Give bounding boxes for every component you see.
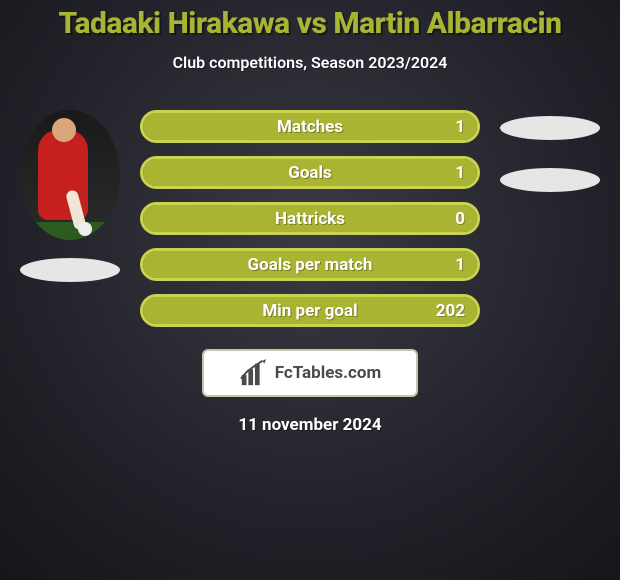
fctables-logo-text: FcTables.com: [275, 363, 381, 383]
stat-label: Min per goal: [262, 301, 357, 321]
player-right-name-placeholder: [500, 168, 600, 192]
stat-bar: Goals per match 1: [140, 248, 480, 281]
stat-bar: Matches 1: [140, 110, 480, 143]
stat-label: Goals: [288, 163, 332, 183]
stat-value-right: 1: [455, 117, 465, 137]
content-root: Tadaaki Hirakawa vs Martin Albarracin Cl…: [0, 0, 620, 580]
stat-bar: Goals 1: [140, 156, 480, 189]
stat-value-right: 0: [455, 209, 465, 229]
date-text: 11 november 2024: [0, 415, 620, 435]
stat-value-right: 202: [436, 301, 465, 321]
stat-label: Goals per match: [248, 255, 373, 275]
player-left-column: [10, 110, 130, 282]
stat-label: Matches: [277, 117, 343, 137]
stat-bar: Min per goal 202: [140, 294, 480, 327]
page-title: Tadaaki Hirakawa vs Martin Albarracin: [0, 6, 620, 41]
player-left-name-placeholder: [20, 258, 120, 282]
bar-chart-icon: [239, 358, 269, 388]
player-left-avatar: [20, 110, 120, 240]
main-row: Matches 1 Goals 1 Hattricks 0 Goals per match 1…: [0, 110, 620, 327]
stat-label: Hattricks: [275, 209, 345, 229]
subtitle: Club competitions, Season 2023/2024: [0, 53, 620, 72]
player-right-column: [490, 110, 610, 192]
stat-value-right: 1: [455, 163, 465, 183]
stat-bar: Hattricks 0: [140, 202, 480, 235]
fctables-logo[interactable]: FcTables.com: [202, 349, 418, 397]
player-left-avatar-wrap: [20, 110, 120, 240]
player-right-avatar-placeholder: [500, 116, 600, 140]
stats-column: Matches 1 Goals 1 Hattricks 0 Goals per match 1…: [130, 110, 490, 327]
stat-value-right: 1: [455, 255, 465, 275]
